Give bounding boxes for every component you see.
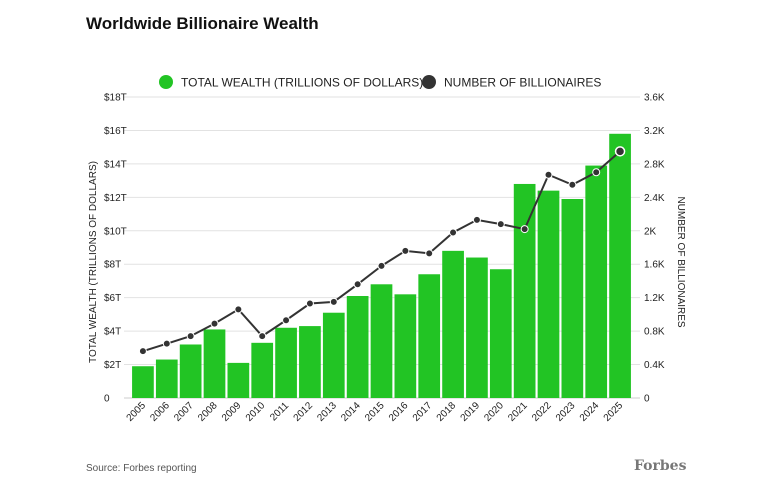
x-tick-2022: 2022 bbox=[530, 400, 554, 424]
y-tick-left: 0 bbox=[104, 394, 110, 405]
point-2011 bbox=[282, 316, 291, 325]
y-tick-right: 3.2K bbox=[644, 126, 665, 137]
source-note: Source: Forbes reporting bbox=[86, 463, 197, 474]
x-tick-2010: 2010 bbox=[244, 400, 268, 424]
bar-2022 bbox=[537, 190, 560, 398]
bar-2010 bbox=[251, 342, 274, 398]
bar-2020 bbox=[489, 269, 512, 398]
y-tick-left: $14T bbox=[104, 159, 127, 170]
point-2014 bbox=[353, 280, 362, 289]
y-tick-right: 3.6K bbox=[644, 93, 665, 104]
y-tick-right: 0.8K bbox=[644, 327, 665, 338]
billionaires-line bbox=[138, 146, 626, 356]
y-tick-left: $8T bbox=[104, 260, 121, 271]
point-2008 bbox=[210, 319, 219, 328]
x-tick-2020: 2020 bbox=[482, 400, 506, 424]
bar-2025 bbox=[609, 133, 631, 399]
x-tick-2008: 2008 bbox=[196, 400, 220, 424]
x-tick-2012: 2012 bbox=[292, 400, 316, 424]
y-tick-left: $16T bbox=[104, 126, 127, 137]
legend-billionaires-marker bbox=[422, 75, 436, 89]
point-2017 bbox=[425, 249, 434, 258]
x-tick-2011: 2011 bbox=[268, 400, 291, 423]
x-tick-2015: 2015 bbox=[363, 400, 387, 424]
y-tick-right: 0.4K bbox=[644, 360, 665, 371]
bar-2005 bbox=[132, 366, 154, 398]
point-2019 bbox=[472, 215, 481, 224]
x-tick-2006: 2006 bbox=[148, 400, 172, 424]
x-tick-2018: 2018 bbox=[435, 400, 459, 424]
bar-2006 bbox=[155, 359, 178, 398]
y-axis-right: 0 0.4K 0.8K 1.2K 1.6K 2K 2.4K 2.8K 3.2K 3.6K bbox=[644, 93, 665, 405]
point-2025 bbox=[614, 146, 626, 157]
y-tick-right: 2K bbox=[644, 226, 657, 237]
y-axis-left-label: TOTAL WEALTH (TRILLIONS OF DOLLARS) bbox=[88, 161, 99, 363]
point-2021 bbox=[520, 225, 529, 234]
x-tick-2007: 2007 bbox=[172, 400, 196, 424]
point-2022 bbox=[544, 170, 553, 179]
point-2009 bbox=[234, 305, 243, 314]
y-tick-left: $6T bbox=[104, 293, 121, 304]
bar-2014 bbox=[346, 295, 369, 398]
point-2020 bbox=[496, 220, 505, 229]
y-axis-right-label: NUMBER OF BILLIONAIRES bbox=[675, 196, 686, 327]
bar-2017 bbox=[418, 274, 441, 398]
point-2007 bbox=[186, 332, 195, 341]
point-2024 bbox=[592, 168, 601, 177]
point-2016 bbox=[401, 246, 410, 255]
bar-2012 bbox=[299, 326, 321, 398]
point-2023 bbox=[568, 180, 577, 189]
y-tick-right: 1.2K bbox=[644, 293, 665, 304]
point-2015 bbox=[377, 261, 386, 270]
y-tick-left: $2T bbox=[104, 360, 121, 371]
legend: TOTAL WEALTH (TRILLIONS OF DOLLARS) NUMB… bbox=[159, 75, 601, 90]
x-tick-2014: 2014 bbox=[339, 400, 363, 424]
y-axis-left: 0 $2T $4T $6T $8T $10T $12T $14T $16T $18T bbox=[104, 93, 127, 405]
bar-2007 bbox=[179, 344, 202, 398]
legend-billionaires-label: NUMBER OF BILLIONAIRES bbox=[444, 76, 601, 90]
bar-2013 bbox=[322, 312, 345, 398]
x-tick-2017: 2017 bbox=[411, 400, 435, 424]
y-tick-right: 1.6K bbox=[644, 260, 665, 271]
point-2005 bbox=[138, 347, 147, 356]
bar-2008 bbox=[203, 329, 226, 398]
bar-2011 bbox=[275, 327, 297, 398]
point-2012 bbox=[305, 299, 314, 308]
legend-wealth-label: TOTAL WEALTH (TRILLIONS OF DOLLARS) bbox=[181, 76, 423, 90]
bar-2021 bbox=[513, 183, 536, 398]
x-tick-2021: 2021 bbox=[506, 400, 530, 424]
x-tick-2009: 2009 bbox=[220, 400, 244, 424]
x-tick-2019: 2019 bbox=[459, 400, 483, 424]
point-2010 bbox=[258, 332, 267, 341]
wealth-bars bbox=[132, 133, 631, 399]
x-tick-2023: 2023 bbox=[554, 400, 578, 424]
y-tick-right: 0 bbox=[644, 394, 650, 405]
x-tick-2025: 2025 bbox=[602, 400, 626, 424]
x-axis: 2005 2006 2007 2008 2009 2010 2011 2012 2013 2014… bbox=[125, 400, 626, 424]
y-tick-right: 2.4K bbox=[644, 193, 665, 204]
x-tick-2024: 2024 bbox=[578, 400, 602, 424]
y-tick-left: $4T bbox=[104, 327, 121, 338]
y-tick-left: $18T bbox=[104, 93, 127, 104]
point-2006 bbox=[162, 339, 171, 348]
bar-2009 bbox=[227, 362, 250, 398]
y-tick-right: 2.8K bbox=[644, 159, 665, 170]
point-2018 bbox=[449, 228, 458, 237]
x-tick-2016: 2016 bbox=[387, 400, 411, 424]
y-tick-left: $12T bbox=[104, 193, 127, 204]
x-tick-2005: 2005 bbox=[125, 400, 149, 424]
point-2013 bbox=[329, 297, 338, 306]
y-tick-left: $10T bbox=[104, 226, 127, 237]
legend-wealth-marker bbox=[159, 75, 173, 89]
x-tick-2013: 2013 bbox=[315, 400, 339, 424]
bar-2023 bbox=[561, 199, 584, 398]
chart-title: Worldwide Billionaire Wealth bbox=[86, 14, 319, 33]
bar-2015 bbox=[370, 284, 393, 398]
bar-2019 bbox=[466, 257, 488, 398]
bar-2024 bbox=[585, 165, 608, 398]
forbes-logo: Forbes bbox=[634, 458, 687, 474]
bar-2016 bbox=[394, 294, 417, 398]
bar-2018 bbox=[442, 250, 464, 398]
